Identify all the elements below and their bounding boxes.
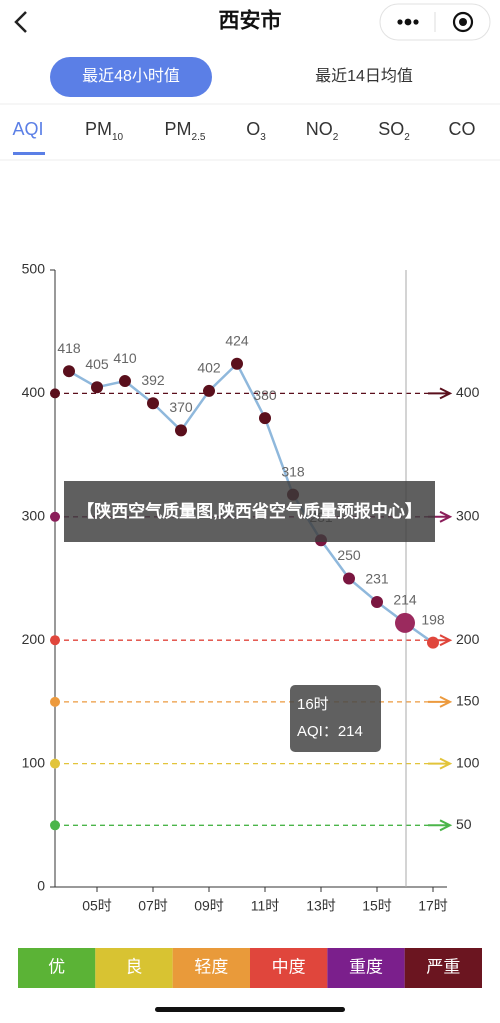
threshold-label: 300 — [456, 508, 480, 524]
threshold-dot — [50, 820, 60, 831]
value-label: 418 — [57, 340, 81, 356]
x-tick-label: 11时 — [251, 898, 280, 914]
data-point — [91, 381, 103, 394]
level-label: 重度 — [349, 957, 383, 976]
pollutant-tab[interactable]: PM2.5 — [165, 119, 206, 143]
tab-underline — [13, 152, 45, 155]
data-point — [371, 595, 383, 608]
tab[interactable]: 最近14日均值 — [315, 67, 413, 85]
threshold-arrow — [428, 696, 453, 708]
more-button[interactable] — [397, 18, 419, 26]
level-swatch — [95, 948, 173, 988]
threshold-arrow — [428, 819, 453, 832]
value-label: 214 — [393, 592, 417, 608]
level-label: 轻度 — [194, 957, 228, 976]
value-label: 410 — [113, 350, 137, 366]
y-tick-label: 200 — [22, 631, 46, 647]
page-title: 西安市 — [219, 9, 282, 33]
value-label: 198 — [421, 611, 445, 627]
close-button[interactable] — [452, 11, 474, 33]
data-point — [63, 365, 75, 378]
tooltip-text: AQI：214 — [297, 723, 363, 740]
value-label: 231 — [365, 571, 389, 587]
back-button[interactable] — [14, 11, 27, 33]
pollutant-name: CO — [449, 119, 476, 139]
level-label: 严重 — [426, 957, 460, 976]
data-point — [259, 412, 271, 425]
level-label: 中度 — [272, 957, 306, 976]
threshold-dot — [50, 388, 60, 399]
level-label: 优 — [48, 957, 65, 976]
threshold-dot — [50, 511, 60, 522]
level-label: 良 — [126, 957, 143, 976]
value-label: 318 — [281, 463, 305, 479]
pollutant-name: SO — [378, 119, 404, 139]
threshold-label: 150 — [456, 693, 480, 709]
y-tick-label: 100 — [22, 754, 46, 770]
pollutant-tab[interactable]: SO2 — [378, 119, 410, 143]
pollutant-sub: 10 — [112, 132, 124, 143]
threshold-label: 100 — [456, 754, 480, 770]
x-tick-label: 09时 — [194, 898, 224, 914]
y-tick-label: 500 — [22, 261, 46, 277]
pollutant-tab[interactable]: PM10 — [85, 119, 124, 143]
threshold-label: 50 — [456, 816, 472, 832]
threshold-dot — [50, 696, 60, 707]
threshold-label: 200 — [456, 631, 480, 647]
data-point — [427, 636, 439, 649]
pollutant-name: PM — [85, 119, 112, 139]
value-label: 250 — [337, 547, 361, 563]
level-swatch — [18, 948, 96, 988]
y-tick-label: 300 — [22, 508, 46, 524]
value-label: 392 — [141, 372, 165, 388]
home-indicator — [155, 1007, 345, 1012]
tooltip-box — [290, 685, 381, 752]
value-label: 402 — [197, 360, 221, 376]
tab-active-bg — [50, 57, 212, 97]
pollutant-name: O — [246, 119, 260, 139]
level-swatch — [404, 948, 482, 988]
value-label: 380 — [253, 387, 277, 403]
pollutant-name: AQI — [12, 119, 43, 139]
data-point — [119, 375, 131, 388]
x-tick-label: 17时 — [418, 898, 448, 914]
y-tick-label: 0 — [37, 878, 45, 894]
data-point — [231, 357, 243, 370]
caption-overlay: 【陕西空气质量图,陕西省空气质量预报中心】 — [64, 481, 435, 542]
value-label: 370 — [169, 399, 193, 415]
data-point — [395, 612, 415, 633]
pollutant-name: NO — [306, 119, 333, 139]
pollutant-sub: 3 — [260, 132, 266, 143]
x-tick-label: 07时 — [138, 898, 168, 914]
level-swatch — [327, 948, 405, 988]
threshold-label: 400 — [456, 384, 480, 400]
pollutant-sub: 2 — [333, 132, 339, 143]
threshold-arrow — [428, 387, 453, 400]
value-label: 405 — [85, 356, 109, 372]
threshold-dot — [50, 758, 60, 769]
pollutant-sub: 2 — [404, 132, 410, 143]
tooltip-title: 16时 — [297, 696, 329, 713]
value-label: 424 — [225, 332, 249, 348]
pollutant-name: PM — [165, 119, 192, 139]
x-tick-label: 13时 — [306, 898, 336, 914]
data-point — [343, 572, 355, 585]
level-swatch — [172, 948, 250, 988]
pollutant-tab[interactable]: AQI — [12, 119, 43, 139]
data-point — [203, 384, 215, 397]
pollutant-tab[interactable]: CO — [449, 119, 476, 139]
pollutant-tab[interactable]: NO2 — [306, 119, 339, 143]
level-swatch — [250, 948, 328, 988]
x-tick-label: 05时 — [82, 898, 112, 914]
threshold-arrow — [428, 757, 453, 770]
threshold-dot — [50, 635, 60, 646]
tab[interactable]: 最近48小时值 — [82, 67, 180, 85]
y-tick-label: 400 — [22, 384, 46, 400]
pollutant-tab[interactable]: O3 — [246, 119, 266, 143]
pollutant-sub: 2.5 — [192, 132, 206, 143]
x-tick-label: 15时 — [362, 898, 392, 914]
data-point — [175, 424, 187, 437]
data-point — [147, 397, 159, 410]
